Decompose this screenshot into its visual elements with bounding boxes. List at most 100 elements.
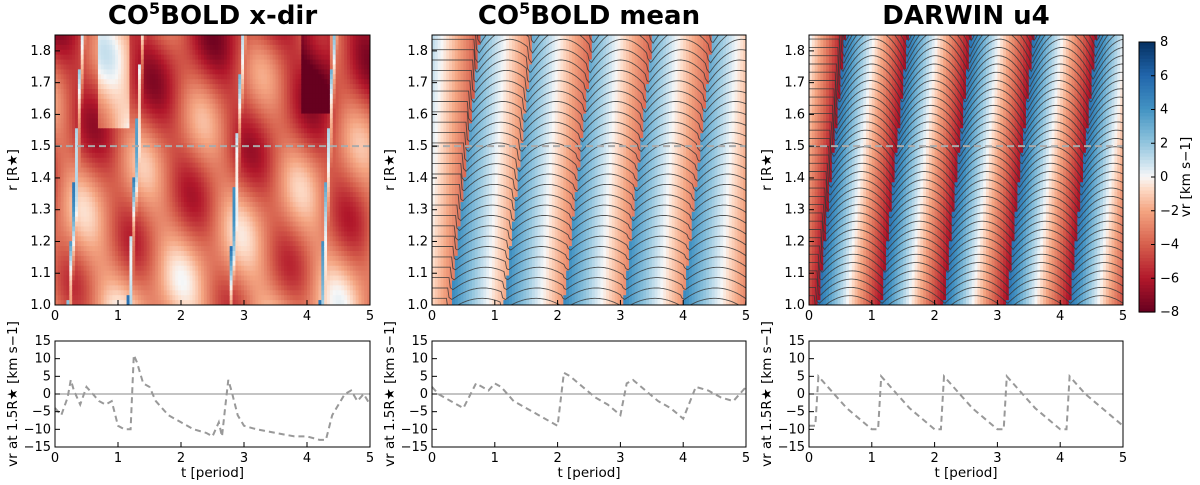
heatmap-cell — [266, 172, 271, 178]
heatmap-cell — [286, 236, 291, 242]
heatmap-cell — [278, 197, 282, 203]
heatmap-cell — [212, 236, 216, 242]
heatmap-cell — [63, 143, 68, 149]
heatmap-cell — [281, 59, 285, 66]
heatmap-cell — [92, 285, 96, 291]
heatmap-cell — [132, 93, 136, 100]
heatmap-cell — [223, 35, 228, 41]
heatmap-cell — [86, 192, 90, 198]
heatmap-cell — [221, 226, 225, 232]
heatmap-cell — [235, 226, 239, 232]
heatmap-cell — [203, 49, 208, 56]
heatmap-cell — [160, 246, 165, 252]
heatmap-cell — [289, 49, 294, 56]
heatmap-cell — [198, 118, 202, 124]
heatmap-cell — [286, 79, 291, 85]
heatmap-cell — [301, 84, 305, 90]
heatmap-cell — [80, 147, 85, 154]
heatmap-cell — [118, 69, 122, 75]
heatmap-cell — [255, 280, 259, 286]
heatmap-cell — [75, 231, 79, 237]
heatmap-cell — [209, 270, 214, 277]
heatmap-cell — [312, 79, 317, 85]
heatmap-cell — [195, 98, 199, 105]
heatmap-cell — [252, 275, 257, 282]
heatmap-cell — [143, 152, 148, 159]
heatmap-cell — [89, 295, 93, 301]
heatmap-cell — [86, 177, 90, 183]
heatmap-cell — [241, 255, 245, 262]
heatmap-cell — [192, 84, 196, 90]
heatmap-cell — [115, 167, 119, 174]
heatmap-cell — [112, 226, 116, 232]
heatmap-cell — [72, 152, 76, 159]
heatmap-cell — [241, 89, 245, 95]
heatmap-cell — [106, 216, 111, 223]
heatmap-cell — [149, 275, 153, 282]
heatmap-cell — [143, 133, 148, 139]
heatmap-cell — [241, 133, 245, 139]
heatmap-cell — [206, 265, 211, 272]
heatmap-cell — [55, 216, 59, 223]
heatmap-cell — [155, 285, 159, 291]
heatmap-cell — [189, 54, 194, 61]
heatmap-cell — [261, 295, 265, 301]
heatmap-cell — [126, 206, 131, 213]
heatmap-cell — [286, 35, 291, 41]
heatmap-cell — [264, 59, 268, 66]
heatmap-cell — [83, 93, 88, 100]
heatmap-cell — [201, 89, 205, 95]
heatmap-cell — [218, 265, 222, 272]
heatmap-cell — [106, 211, 111, 218]
heatmap-cell — [289, 74, 294, 80]
heatmap-cell — [158, 177, 162, 183]
heatmap-cell — [223, 251, 228, 257]
heatmap-cell — [192, 44, 196, 51]
heatmap-cell — [72, 39, 76, 46]
heatmap-cell — [146, 54, 151, 61]
heatmap-cell — [126, 143, 131, 149]
heatmap-cell — [272, 211, 277, 218]
heatmap-cell — [198, 270, 202, 277]
heatmap-cell — [284, 98, 288, 105]
heatmap-cell — [158, 167, 162, 174]
heatmap-cell — [95, 300, 99, 305]
heatmap-cell — [218, 187, 222, 193]
heatmap-cell — [158, 98, 162, 105]
heatmap-cell — [206, 64, 211, 70]
heatmap-cell — [304, 280, 308, 286]
heatmap-cell — [152, 147, 156, 154]
heatmap-cell — [238, 206, 242, 213]
heatmap-cell — [115, 260, 119, 267]
heatmap-cell — [55, 236, 59, 242]
heatmap-cell — [221, 93, 225, 100]
heatmap-cell — [215, 138, 219, 144]
heatmap-cell — [140, 152, 145, 159]
heatmap-cell — [246, 59, 251, 66]
heatmap-cell — [123, 290, 128, 296]
heatmap-cell — [80, 270, 85, 277]
heatmap-cell — [309, 44, 314, 51]
heatmap-cell — [140, 260, 145, 267]
heatmap-cell — [181, 162, 185, 169]
heatmap-cell — [120, 197, 125, 203]
heatmap-cell — [135, 206, 139, 213]
heatmap-cell — [149, 44, 153, 51]
heatmap-cell — [118, 123, 122, 129]
heatmap-cell — [89, 192, 93, 198]
heatmap-cell — [140, 128, 145, 134]
heatmap-cell — [169, 251, 174, 257]
heatmap-cell — [86, 84, 90, 90]
heatmap-cell — [77, 226, 82, 232]
heatmap-cell — [172, 133, 176, 139]
heatmap-cell — [89, 162, 93, 169]
heatmap-cell — [100, 84, 105, 90]
heatmap-cell — [178, 98, 182, 105]
heatmap-cell — [244, 241, 248, 247]
heatmap-cell — [226, 255, 231, 262]
heatmap-cell — [172, 39, 176, 46]
heatmap-cell — [223, 280, 228, 286]
heatmap-cell — [232, 44, 237, 51]
heatmap-cell — [275, 177, 279, 183]
heatmap-cell — [152, 54, 156, 61]
